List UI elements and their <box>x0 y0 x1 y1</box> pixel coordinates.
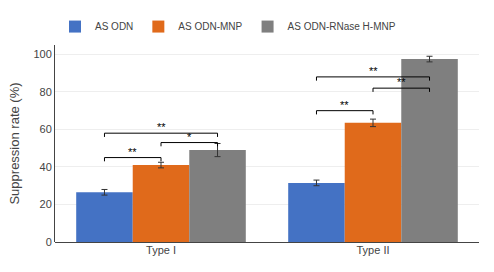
svg-text:**: ** <box>157 121 166 133</box>
svg-text:**: ** <box>128 146 137 158</box>
svg-text:80: 80 <box>40 86 52 98</box>
svg-text:40: 40 <box>40 161 52 173</box>
svg-text:**: ** <box>369 65 378 77</box>
svg-text:*: * <box>187 131 192 143</box>
svg-text:**: ** <box>397 76 406 88</box>
svg-text:Type I: Type I <box>146 244 176 256</box>
svg-text:100: 100 <box>33 48 51 60</box>
svg-text:AS ODN-RNase H-MNP: AS ODN-RNase H-MNP <box>288 21 396 32</box>
svg-text:AS ODN: AS ODN <box>95 21 133 32</box>
svg-text:Suppression rate (%): Suppression rate (%) <box>7 82 22 204</box>
svg-text:20: 20 <box>40 198 52 210</box>
svg-text:AS ODN-MNP: AS ODN-MNP <box>178 21 242 32</box>
svg-text:0: 0 <box>46 236 52 248</box>
svg-text:60: 60 <box>40 123 52 135</box>
svg-text:Type II: Type II <box>356 244 389 256</box>
svg-text:**: ** <box>340 99 349 111</box>
